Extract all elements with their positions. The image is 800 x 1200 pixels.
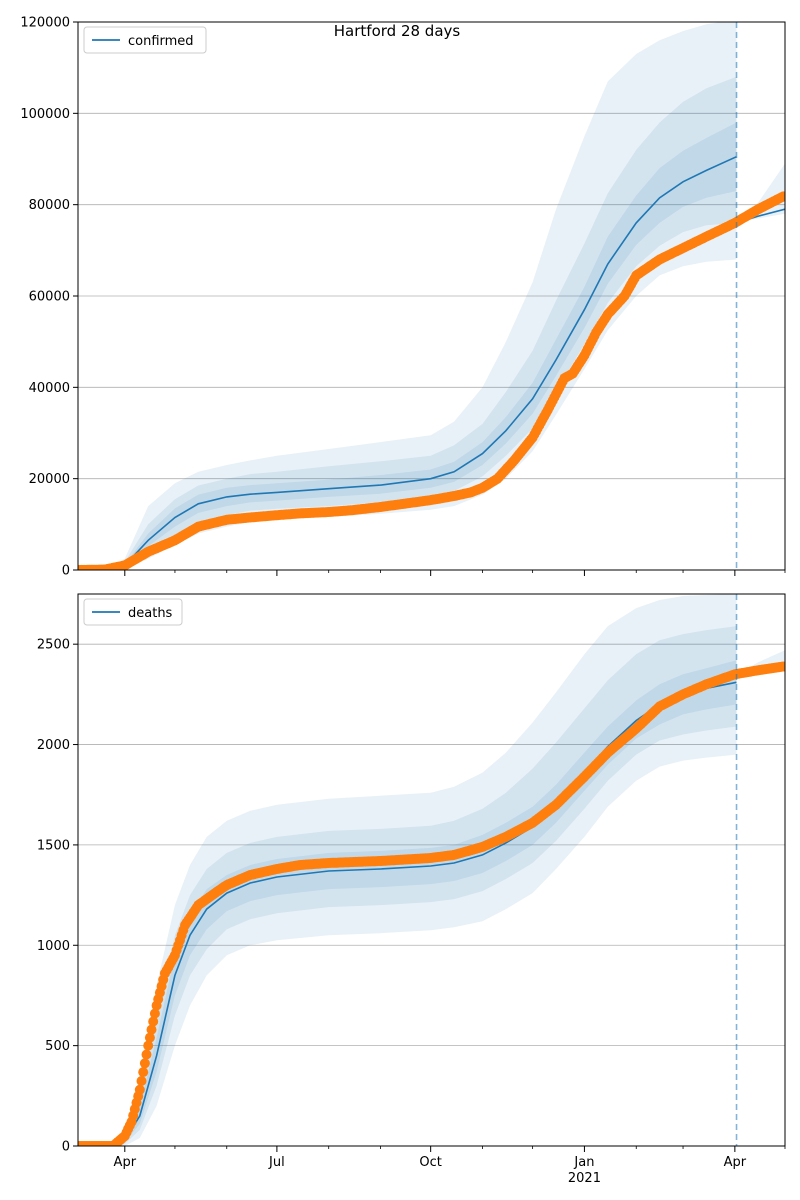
uncertainty-band-middle — [78, 626, 737, 1146]
y-tick-label: 40000 — [29, 381, 70, 396]
y-tick-label: 2500 — [37, 638, 70, 653]
legend-box — [83, 598, 183, 626]
y-tick-label: 0 — [62, 1140, 70, 1155]
y-tick-label: 20000 — [29, 472, 70, 487]
observed-point — [141, 1049, 152, 1060]
plot-area — [78, 22, 785, 570]
legend: deaths — [83, 598, 183, 626]
observed-point — [143, 1040, 154, 1051]
legend-box — [83, 26, 207, 54]
uncertainty-band-outer — [78, 594, 737, 1146]
observed-point — [144, 1032, 155, 1043]
continuation-band — [736, 163, 785, 223]
x-tick-label: Apr — [114, 1155, 137, 1170]
y-gridlines — [78, 643, 785, 1047]
x-tick-label: Jul — [268, 1155, 285, 1170]
legend-label: confirmed — [128, 34, 194, 49]
uncertainty-band-inner — [78, 660, 737, 1146]
x-tick-label: Apr — [724, 1155, 747, 1170]
y-tick-label: 120000 — [20, 16, 70, 31]
legend: confirmed — [83, 26, 207, 54]
model-line — [78, 681, 737, 1146]
y-tick-label: 100000 — [20, 107, 70, 122]
y-tick-label: 60000 — [29, 290, 70, 305]
y-tick-label: 1000 — [37, 939, 70, 954]
y-tick-label: 0 — [62, 564, 70, 579]
observed-point — [148, 1016, 159, 1027]
observed-series — [78, 191, 785, 570]
observed-point — [778, 191, 785, 202]
observed-point — [138, 1067, 149, 1078]
legend-label: deaths — [128, 606, 173, 621]
plot-area — [78, 594, 785, 1146]
observed-series — [78, 661, 785, 1146]
observed-point — [136, 1076, 147, 1086]
observed-point — [139, 1058, 150, 1069]
observed-point — [134, 1084, 145, 1095]
x-tick-year-label: 2021 — [568, 1171, 601, 1186]
observed-point — [778, 661, 785, 672]
confirmed-panel: 0 20000 40000 60000 80000 100000 120000 confirm… — [20, 16, 786, 579]
x-tick-label: Oct — [419, 1155, 441, 1170]
y-tick-label: 500 — [45, 1039, 70, 1054]
y-tick-label: 2000 — [37, 738, 70, 753]
y-tick-label: 1500 — [37, 838, 70, 853]
y-tick-label: 80000 — [29, 198, 70, 213]
x-tick-label: Jan — [573, 1155, 594, 1170]
uncertainty-band-outer — [104, 22, 737, 570]
observed-point — [149, 1008, 160, 1019]
axes-frame — [77, 593, 786, 1147]
y-gridlines — [78, 112, 785, 480]
observed-point — [146, 1024, 157, 1035]
figure-title: Hartford 28 days — [334, 22, 461, 40]
model-line — [104, 155, 737, 570]
uncertainty-band-middle — [104, 76, 737, 570]
